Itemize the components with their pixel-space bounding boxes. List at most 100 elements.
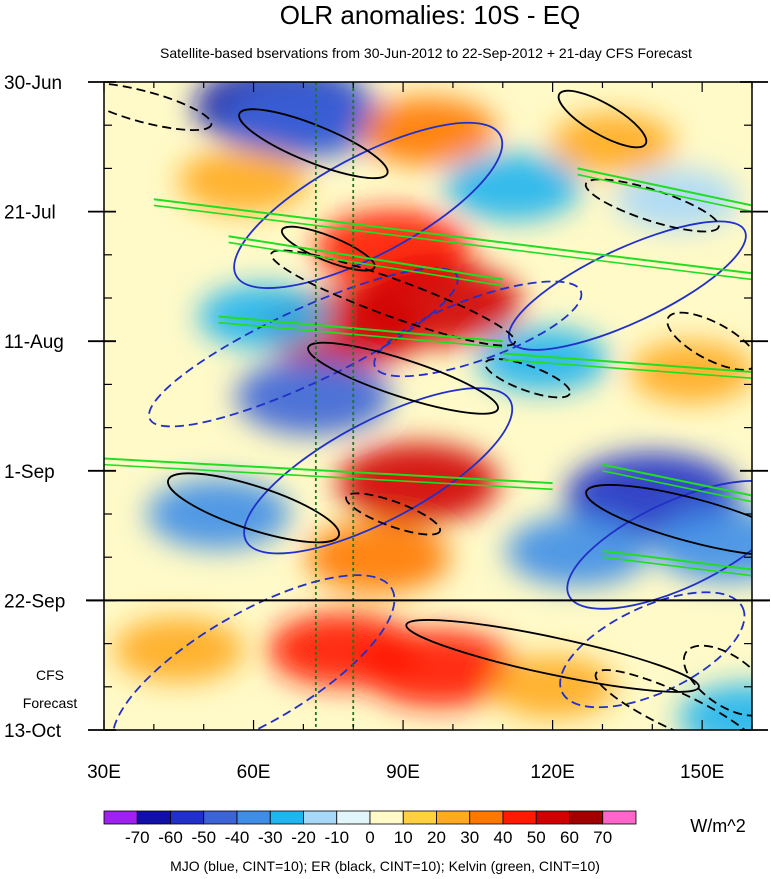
anomaly-region <box>146 478 291 550</box>
y-tick-label: 11-Aug <box>4 332 64 353</box>
colorbar-swatch <box>103 810 138 825</box>
kelvin-contour <box>104 463 553 491</box>
mjo-contour <box>373 280 583 378</box>
colorbar-label: 40 <box>494 828 513 847</box>
colorbar-swatch <box>236 810 271 825</box>
anomaly-region <box>629 341 752 403</box>
er-contour <box>307 341 499 415</box>
kelvin-contour <box>577 173 752 213</box>
plot-frame <box>103 81 753 731</box>
anomaly-region <box>359 97 497 166</box>
colorbar-swatch <box>436 810 471 825</box>
kelvin-contour <box>218 315 503 343</box>
colorbar-label: 0 <box>365 828 374 847</box>
er-contour <box>585 484 752 557</box>
x-tick-label: 120E <box>530 762 574 783</box>
wave-contours <box>104 82 752 730</box>
x-tick-label: 30E <box>87 762 121 783</box>
anomaly-region <box>178 148 309 214</box>
kelvin-contour <box>153 204 752 281</box>
kelvin-contour <box>602 470 752 503</box>
colorbar-swatch <box>136 810 171 825</box>
colorbar-swatch <box>469 810 504 825</box>
kelvin-contour <box>502 358 752 380</box>
colorbar-label: -40 <box>225 828 250 847</box>
colorbar-swatch <box>336 810 371 825</box>
colorbar-label: -10 <box>324 828 349 847</box>
er-contour <box>666 311 752 371</box>
anomaly-region <box>490 655 615 718</box>
anomaly-region <box>337 443 500 524</box>
er-contour <box>682 644 752 717</box>
mjo-contour <box>507 220 747 351</box>
kelvin-contour <box>104 457 553 485</box>
y-tick-label: 30-Jun <box>4 73 62 94</box>
anomaly-region <box>198 284 329 349</box>
chart-title: OLR anomalies: 10S - EQ <box>280 0 581 30</box>
kelvin-contour <box>602 550 752 571</box>
colorbar-label: 30 <box>460 828 479 847</box>
kelvin-contours <box>104 167 752 577</box>
anomaly-region <box>222 82 385 160</box>
er-contour <box>584 178 720 233</box>
colorbar-swatch <box>602 810 637 825</box>
er-contour <box>238 108 389 180</box>
colorbar-label: -70 <box>125 828 150 847</box>
colorbar-swatch <box>269 810 304 825</box>
plot-area: 30E 60E 90E 120E 150E 30-Jun 21-Jul 11-Aug 1-Se… <box>4 73 770 783</box>
colorbar-label: 50 <box>527 828 546 847</box>
anomaly-region <box>306 521 450 593</box>
reference-longitudes <box>314 82 355 730</box>
kelvin-contour <box>602 556 752 577</box>
forecast-label-line1: CFS <box>36 667 64 683</box>
anomaly-region <box>360 629 516 707</box>
er-contour <box>405 619 700 693</box>
legend-text: MJO (blue, CINT=10); ER (black, CINT=10)… <box>170 858 600 874</box>
kelvin-contour <box>577 167 752 207</box>
er-contour <box>345 492 442 536</box>
kelvin-contour <box>228 241 503 287</box>
colorbar-label: 70 <box>593 828 612 847</box>
kelvin-contour <box>153 198 752 275</box>
colorbar-swatch <box>502 810 537 825</box>
colorbar-swatch <box>303 810 338 825</box>
y-tick-label: 1-Sep <box>4 462 55 483</box>
kelvin-contour <box>228 235 503 281</box>
colorbar-unit: W/m^2 <box>690 816 745 836</box>
er-contour <box>270 249 516 347</box>
mjo-contour <box>243 387 514 555</box>
colorbar: -70 -60 -50 -40 -30 -20 -10 0 10 20 30 40 50 60 70 <box>103 810 637 847</box>
colorbar-swatch <box>535 810 570 825</box>
colorbar-swatch <box>203 810 238 825</box>
forecast-label-line2: Forecast <box>23 695 78 711</box>
colorbar-label: -20 <box>291 828 316 847</box>
anomaly-region <box>235 358 392 436</box>
anomaly-region <box>113 617 245 683</box>
kelvin-contour <box>502 352 752 374</box>
kelvin-contour <box>602 463 752 497</box>
kelvin-contour <box>218 321 503 349</box>
x-tick-label: 150E <box>680 762 724 783</box>
anomaly-region <box>444 152 582 221</box>
colorbar-label: -60 <box>158 828 183 847</box>
colorbar-label: 20 <box>427 828 446 847</box>
colorbar-swatch <box>402 810 437 825</box>
er-contour <box>167 472 341 544</box>
anomaly-field <box>113 82 752 730</box>
y-tick-label: 21-Jul <box>4 203 56 224</box>
colorbar-label: 10 <box>394 828 413 847</box>
anomaly-region <box>550 112 675 175</box>
x-axis: 30E 60E 90E 120E 150E <box>87 82 753 783</box>
mjo-contour <box>566 480 752 610</box>
colorbar-label: -30 <box>258 828 283 847</box>
er-contour <box>280 225 376 272</box>
colorbar-swatch <box>170 810 205 825</box>
colorbar-swatch <box>369 810 404 825</box>
x-tick-label: 60E <box>237 762 271 783</box>
y-tick-label: 13-Oct <box>4 721 62 742</box>
er-contour <box>557 89 648 149</box>
chart-subtitle: Satellite-based bservations from 30-Jun-… <box>160 45 692 61</box>
colorbar-label: -50 <box>191 828 216 847</box>
mjo-contour <box>111 574 396 730</box>
